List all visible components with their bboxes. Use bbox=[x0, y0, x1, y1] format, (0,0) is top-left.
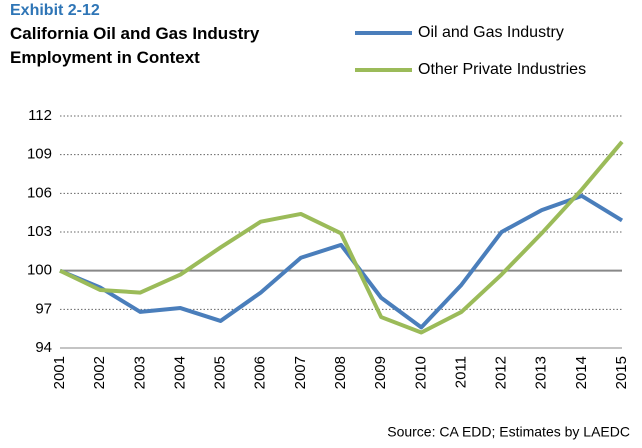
x-tick-label: 2013 bbox=[533, 356, 550, 389]
exhibit-label: Exhibit 2-12 bbox=[10, 2, 100, 19]
y-tick-label: 112 bbox=[28, 107, 52, 124]
x-tick-label: 2008 bbox=[332, 356, 349, 389]
x-tick-label: 2007 bbox=[292, 356, 309, 389]
x-tick-label: 2001 bbox=[51, 356, 68, 389]
x-tick-label: 2003 bbox=[131, 356, 148, 389]
x-tick-label: 2011 bbox=[452, 356, 469, 388]
source-note: Source: CA EDD; Estimates by LAEDC bbox=[387, 424, 630, 440]
x-tick-label: 2005 bbox=[212, 356, 229, 389]
x-tick-label: 2002 bbox=[91, 356, 108, 389]
x-tick-label: 2009 bbox=[372, 356, 389, 389]
legend-label: Oil and Gas Industry bbox=[418, 24, 564, 41]
x-tick-label: 2014 bbox=[573, 356, 590, 389]
series-line bbox=[59, 140, 624, 335]
x-tick-label: 2010 bbox=[412, 356, 429, 389]
x-tick-label: 2012 bbox=[493, 356, 510, 389]
x-tick-label: 2006 bbox=[252, 356, 269, 389]
y-tick-label: 109 bbox=[27, 146, 52, 163]
x-tick-label: 2015 bbox=[613, 356, 630, 389]
x-tick-label: 2004 bbox=[171, 356, 188, 389]
y-tick-label: 94 bbox=[35, 339, 52, 356]
chart-title: California Oil and Gas Industry Employme… bbox=[10, 24, 260, 67]
y-tick-label: 106 bbox=[27, 184, 52, 201]
legend-label: Other Private Industries bbox=[418, 61, 586, 78]
y-tick-label: 100 bbox=[27, 262, 52, 279]
y-tick-label: 97 bbox=[35, 300, 52, 317]
y-tick-label: 103 bbox=[27, 223, 52, 240]
series-line bbox=[59, 193, 624, 330]
